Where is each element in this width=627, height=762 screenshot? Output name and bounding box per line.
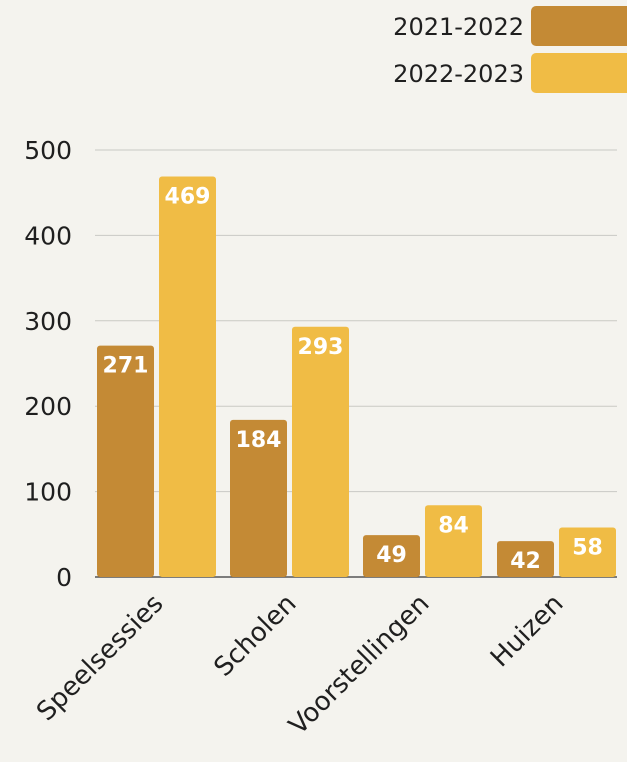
data-label-scholen-2021-2022: 184 <box>236 428 282 453</box>
bar-scholen-2022-2023 <box>292 326 349 577</box>
bar-speelsessies-2022-2023 <box>159 176 216 577</box>
bar-voorstellingen-2021-2022 <box>363 535 420 577</box>
bar-speelsessies-2021-2022 <box>97 345 154 577</box>
y-tick-label-400: 400 <box>24 221 72 250</box>
bar-voorstellingen-2022-2023 <box>425 505 482 577</box>
x-tick-label-huizen: Huizen <box>485 589 569 673</box>
x-tick-label-scholen: Scholen <box>208 589 302 683</box>
legend-label-2021-2022: 2021-2022 <box>393 13 524 41</box>
y-axis: 0 100 200 300 400 500 <box>24 136 72 592</box>
y-tick-label-0: 0 <box>56 563 72 592</box>
bar-huizen-2022-2023 <box>559 527 616 577</box>
legend-label-2022-2023: 2022-2023 <box>393 60 524 88</box>
x-tick-label-voorstellingen: Voorstellingen <box>283 589 435 741</box>
x-tick-label-speelsessies: Speelsessies <box>31 589 169 727</box>
data-label-scholen-2022-2023: 293 <box>298 335 344 360</box>
y-tick-label-200: 200 <box>24 392 72 421</box>
legend-swatch-2021-2022 <box>531 6 627 46</box>
y-tick-label-500: 500 <box>24 136 72 165</box>
y-tick-label-100: 100 <box>24 478 72 507</box>
data-label-speelsessies-2022-2023: 469 <box>165 184 211 209</box>
data-label-voorstellingen-2022-2023: 84 <box>438 513 469 538</box>
data-label-voorstellingen-2021-2022: 49 <box>376 543 407 568</box>
data-labels: 271 469 184 293 49 84 42 58 <box>103 184 603 574</box>
bar-huizen-2021-2022 <box>497 541 554 577</box>
data-label-speelsessies-2021-2022: 271 <box>103 354 149 379</box>
bars <box>97 176 616 577</box>
bar-scholen-2021-2022 <box>230 419 287 577</box>
data-label-huizen-2022-2023: 58 <box>572 535 603 560</box>
y-tick-label-300: 300 <box>24 307 72 336</box>
data-label-huizen-2021-2022: 42 <box>510 549 541 574</box>
legend: 2021-2022 2022-2023 <box>393 6 627 93</box>
legend-swatch-2022-2023 <box>531 53 627 93</box>
